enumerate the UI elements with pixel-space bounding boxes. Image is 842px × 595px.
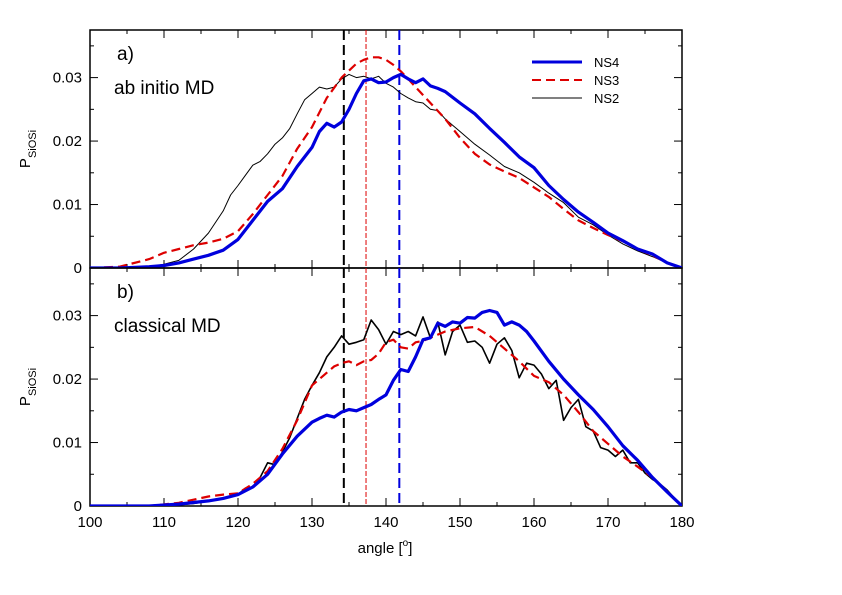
x-tick-label: 130 bbox=[299, 514, 324, 531]
panel-a-series-ns4 bbox=[90, 72, 682, 268]
panel-b-series-ns4 bbox=[90, 308, 682, 506]
panel-a-subtitle: ab initio MD bbox=[114, 78, 214, 99]
panel-b-y-tick-label: 0.01 bbox=[53, 435, 82, 452]
legend-label-ns4: NS4 bbox=[594, 55, 619, 70]
panel-b-frame bbox=[89, 267, 683, 507]
legend: NS4 NS3 NS2 bbox=[532, 55, 619, 106]
x-tick-label: 110 bbox=[152, 514, 176, 531]
panel-a-y-tick-label: 0.02 bbox=[53, 133, 82, 150]
panel-b-y-axis-title: PSiOSi bbox=[17, 368, 39, 406]
x-tick-label: 100 bbox=[77, 514, 102, 531]
panel-a-series-ns3 bbox=[90, 56, 682, 268]
panel-a-ab-initio: 0 0.01 0.02 0.03 PSiOSi a) ab initio MD bbox=[17, 29, 683, 277]
x-tick-label: 160 bbox=[521, 514, 546, 531]
panel-b-y-tick-label: 0 bbox=[74, 498, 82, 515]
x-tick-label: 170 bbox=[595, 514, 620, 531]
x-tick-label: 120 bbox=[225, 514, 250, 531]
x-tick-label: 180 bbox=[669, 514, 694, 531]
panel-b-y-tick-label: 0.03 bbox=[53, 308, 82, 325]
legend-label-ns2: NS2 bbox=[594, 91, 619, 106]
panel-a-y-tick-label: 0.01 bbox=[53, 197, 82, 214]
x-axis-title-sup: o bbox=[403, 538, 409, 549]
panel-b-y-tick-label: 0.02 bbox=[53, 371, 82, 388]
panel-a-label: a) bbox=[117, 44, 134, 65]
panel-a-y-tick-label: 0 bbox=[74, 260, 82, 277]
x-tick-label: 150 bbox=[447, 514, 472, 531]
panel-b-label: b) bbox=[117, 282, 134, 303]
x-axis-title: angle [o] bbox=[358, 538, 413, 557]
panel-a-y-axis-title: PSiOSi bbox=[17, 130, 39, 168]
panel-a-y-tick-label: 0.03 bbox=[53, 70, 82, 87]
x-tick-labels: 100 110 120 130 140 150 160 170 180 bbox=[77, 514, 694, 531]
panel-b-classical: 0 0.01 0.02 0.03 PSiOSi b) classical MD bbox=[17, 267, 683, 515]
panel-b-subtitle: classical MD bbox=[114, 316, 221, 337]
legend-label-ns3: NS3 bbox=[594, 73, 619, 88]
panel-b-series-ns3 bbox=[90, 325, 682, 506]
x-tick-label: 140 bbox=[373, 514, 398, 531]
